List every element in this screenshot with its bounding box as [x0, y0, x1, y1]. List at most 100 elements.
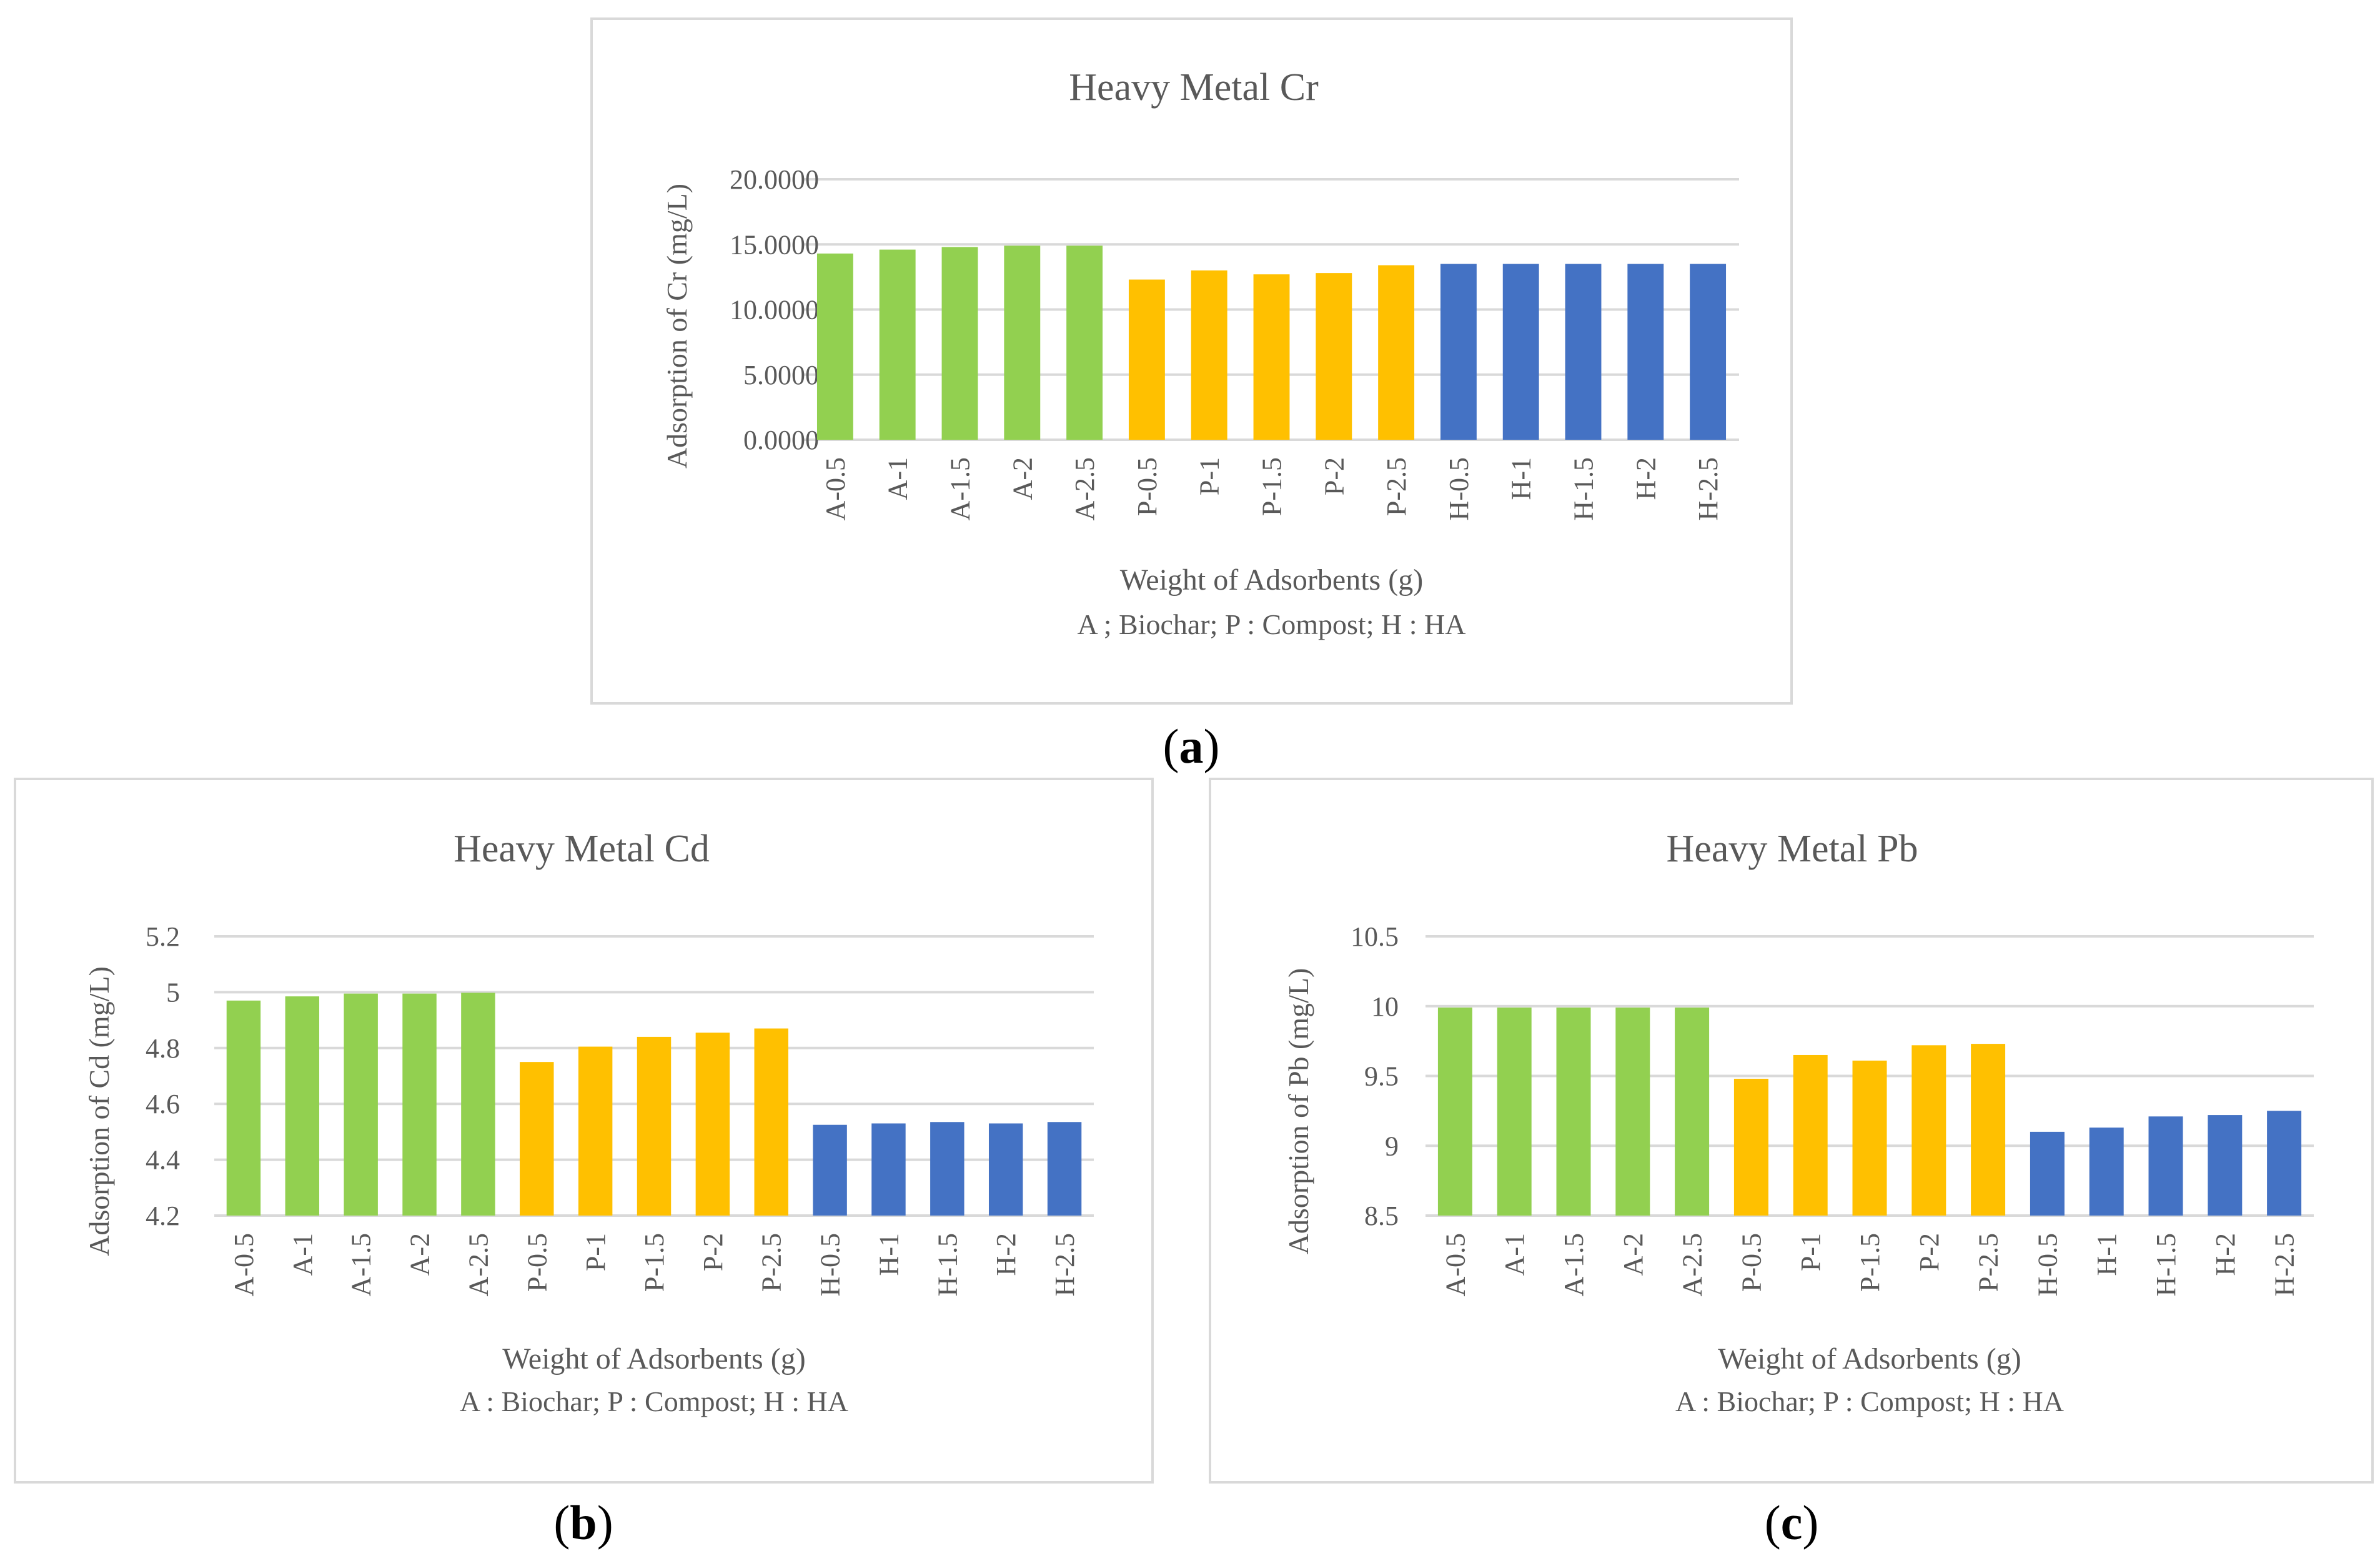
y-axis-label: Adsorption of Pb (mg/L): [1282, 968, 1314, 1255]
y-tick-label: 10.0000: [730, 295, 819, 325]
x-tick-label: P-0.5: [1736, 1233, 1767, 1292]
x-tick-label: P-1.5: [1855, 1233, 1885, 1292]
x-axis-label: Weight of Adsorbents (g): [1718, 1342, 2021, 1375]
y-tick-label: 4.4: [146, 1145, 180, 1176]
chart-cr-svg: 0.0000 5.0000 10.0000 15.0000 20.0000 A-0.5 A-…: [661, 66, 1739, 640]
bar-P-1.5: [1253, 274, 1290, 440]
x-tick-label: A-0.5: [820, 457, 851, 520]
bar-H-0.5: [813, 1124, 847, 1216]
x-tick-label: A-2: [405, 1233, 435, 1276]
chart-title: Heavy Metal Cr: [1069, 66, 1319, 109]
bar-H-2: [2208, 1115, 2243, 1216]
bar-P-2: [1316, 273, 1352, 440]
x-tick-label: P-2: [698, 1233, 728, 1271]
x-tick-label: A-1.5: [346, 1233, 377, 1296]
bar-H-1: [2089, 1127, 2124, 1216]
y-tick-label: 9: [1385, 1131, 1399, 1161]
legend-note: A : Biochar; P : Compost; H : HA: [1675, 1385, 2064, 1417]
x-tick-label: A-2: [1618, 1233, 1649, 1276]
y-axis-label: Adsorption of Cd (mg/L): [83, 966, 115, 1256]
x-axis-label: Weight of Adsorbents (g): [1120, 563, 1423, 597]
bar-P-0.5: [520, 1062, 554, 1216]
x-tick-label: A-2.5: [1069, 457, 1100, 520]
x-tick-label: A-1: [1499, 1233, 1530, 1276]
bar-H-1.5: [2148, 1116, 2183, 1216]
y-tick-label: 5.2: [146, 921, 180, 952]
y-axis-label: Adsorption of Cr (mg/L): [661, 184, 693, 468]
x-tick-label: H-2.5: [1049, 1233, 1080, 1296]
caption-c: (c): [1764, 1495, 1819, 1550]
bar-H-0.5: [1440, 264, 1477, 440]
x-tick-label: H-0.5: [1444, 457, 1474, 520]
bar-P-0.5: [1733, 1078, 1768, 1216]
x-tick-label: P-0.5: [1132, 457, 1163, 516]
bar-P-2.5: [1378, 265, 1415, 440]
chart-panel-pb: 8.5 9 9.5 10 10.5 A-0.5 A-1 A-1.5 A-2 A-2.5 P-0.5 P…: [1209, 778, 2374, 1484]
caption-a: (a): [1163, 719, 1220, 773]
bar-A-2.5: [461, 993, 495, 1216]
bar-P-1: [1191, 270, 1227, 440]
bar-H-2: [1627, 264, 1664, 440]
x-tick-label: A-1: [883, 457, 913, 500]
chart-pb-svg: 8.5 9 9.5 10 10.5 A-0.5 A-1 A-1.5 A-2 A-2.5 P-0.5 P…: [1282, 828, 2314, 1417]
x-tick-label: P-2.5: [756, 1233, 787, 1292]
x-tick-label: H-2.5: [2269, 1233, 2300, 1296]
bar-A-2: [1004, 245, 1041, 440]
y-tick-label: 5.0000: [743, 360, 819, 390]
legend-note: A ; Biochar; P : Compost; H : HA: [1078, 608, 1466, 640]
bar-A-1.5: [941, 247, 978, 440]
x-tick-label: H-1: [873, 1233, 904, 1276]
chart-panel-cd: 4.2 4.4 4.6 4.8 5 5.2 A-0.5 A-1 A-1.5 A-2 A-2.5 P-0…: [14, 778, 1154, 1484]
bar-A-0.5: [1437, 1007, 1472, 1216]
y-tick-label: 15.0000: [730, 229, 819, 260]
x-tick-label: H-0.5: [2032, 1233, 2063, 1296]
x-tick-label: P-1: [1194, 457, 1225, 495]
bar-A-2.5: [1675, 1007, 1710, 1216]
x-tick-label: H-1.5: [932, 1233, 963, 1296]
bar-A-2: [1615, 1007, 1650, 1216]
bar-A-0.5: [226, 1000, 261, 1216]
x-tick-label: A-0.5: [229, 1233, 259, 1296]
x-tick-label: P-1: [580, 1233, 611, 1271]
bar-H-1: [871, 1123, 906, 1216]
chart-title: Heavy Metal Pb: [1667, 828, 1918, 870]
bar-H-2.5: [1047, 1122, 1082, 1216]
x-tick-label: H-2: [2210, 1233, 2241, 1276]
chart-cd-svg: 4.2 4.4 4.6 4.8 5 5.2 A-0.5 A-1 A-1.5 A-2 A-2.5 P-0…: [83, 828, 1094, 1417]
x-tick-label: A-1: [287, 1233, 318, 1276]
bar-A-1.5: [344, 993, 378, 1216]
bar-H-1.5: [930, 1122, 964, 1216]
bar-P-2: [695, 1033, 730, 1216]
bar-P-1.5: [1852, 1060, 1887, 1216]
y-tick-label: 4.8: [146, 1033, 180, 1064]
x-tick-label: P-1: [1795, 1233, 1826, 1271]
x-tick-label: P-1.5: [1257, 457, 1287, 516]
x-tick-label: H-1: [2091, 1233, 2122, 1276]
x-tick-label: A-1.5: [1559, 1233, 1589, 1296]
bar-A-1: [285, 996, 320, 1216]
caption-b: (b): [553, 1495, 613, 1550]
bar-H-0.5: [2030, 1131, 2065, 1216]
bar-P-1: [578, 1046, 613, 1216]
bar-A-2.5: [1066, 245, 1103, 440]
y-tick-label: 20.0000: [730, 164, 819, 195]
x-tick-label: H-1: [1506, 457, 1537, 500]
bar-H-2.5: [1690, 264, 1727, 440]
x-tick-label: P-2: [1914, 1233, 1945, 1271]
bar-P-2.5: [1971, 1044, 2006, 1216]
x-tick-label: P-2.5: [1973, 1233, 2004, 1292]
x-tick-label: A-2.5: [1677, 1233, 1708, 1296]
x-tick-label: P-2: [1319, 457, 1349, 495]
bar-P-2: [1911, 1045, 1946, 1216]
y-tick-label: 10.5: [1351, 921, 1399, 952]
x-tick-label: H-2.5: [1693, 457, 1723, 520]
x-tick-label: A-2: [1007, 457, 1038, 500]
bar-H-1.5: [1565, 264, 1602, 440]
chart-title: Heavy Metal Cd: [454, 828, 710, 870]
y-tick-label: 5: [166, 977, 180, 1008]
x-tick-label: H-2: [1630, 457, 1661, 500]
y-tick-label: 4.2: [146, 1201, 180, 1231]
bar-H-2: [988, 1123, 1023, 1216]
bar-A-1: [1497, 1007, 1532, 1216]
bar-P-1.5: [637, 1036, 672, 1216]
